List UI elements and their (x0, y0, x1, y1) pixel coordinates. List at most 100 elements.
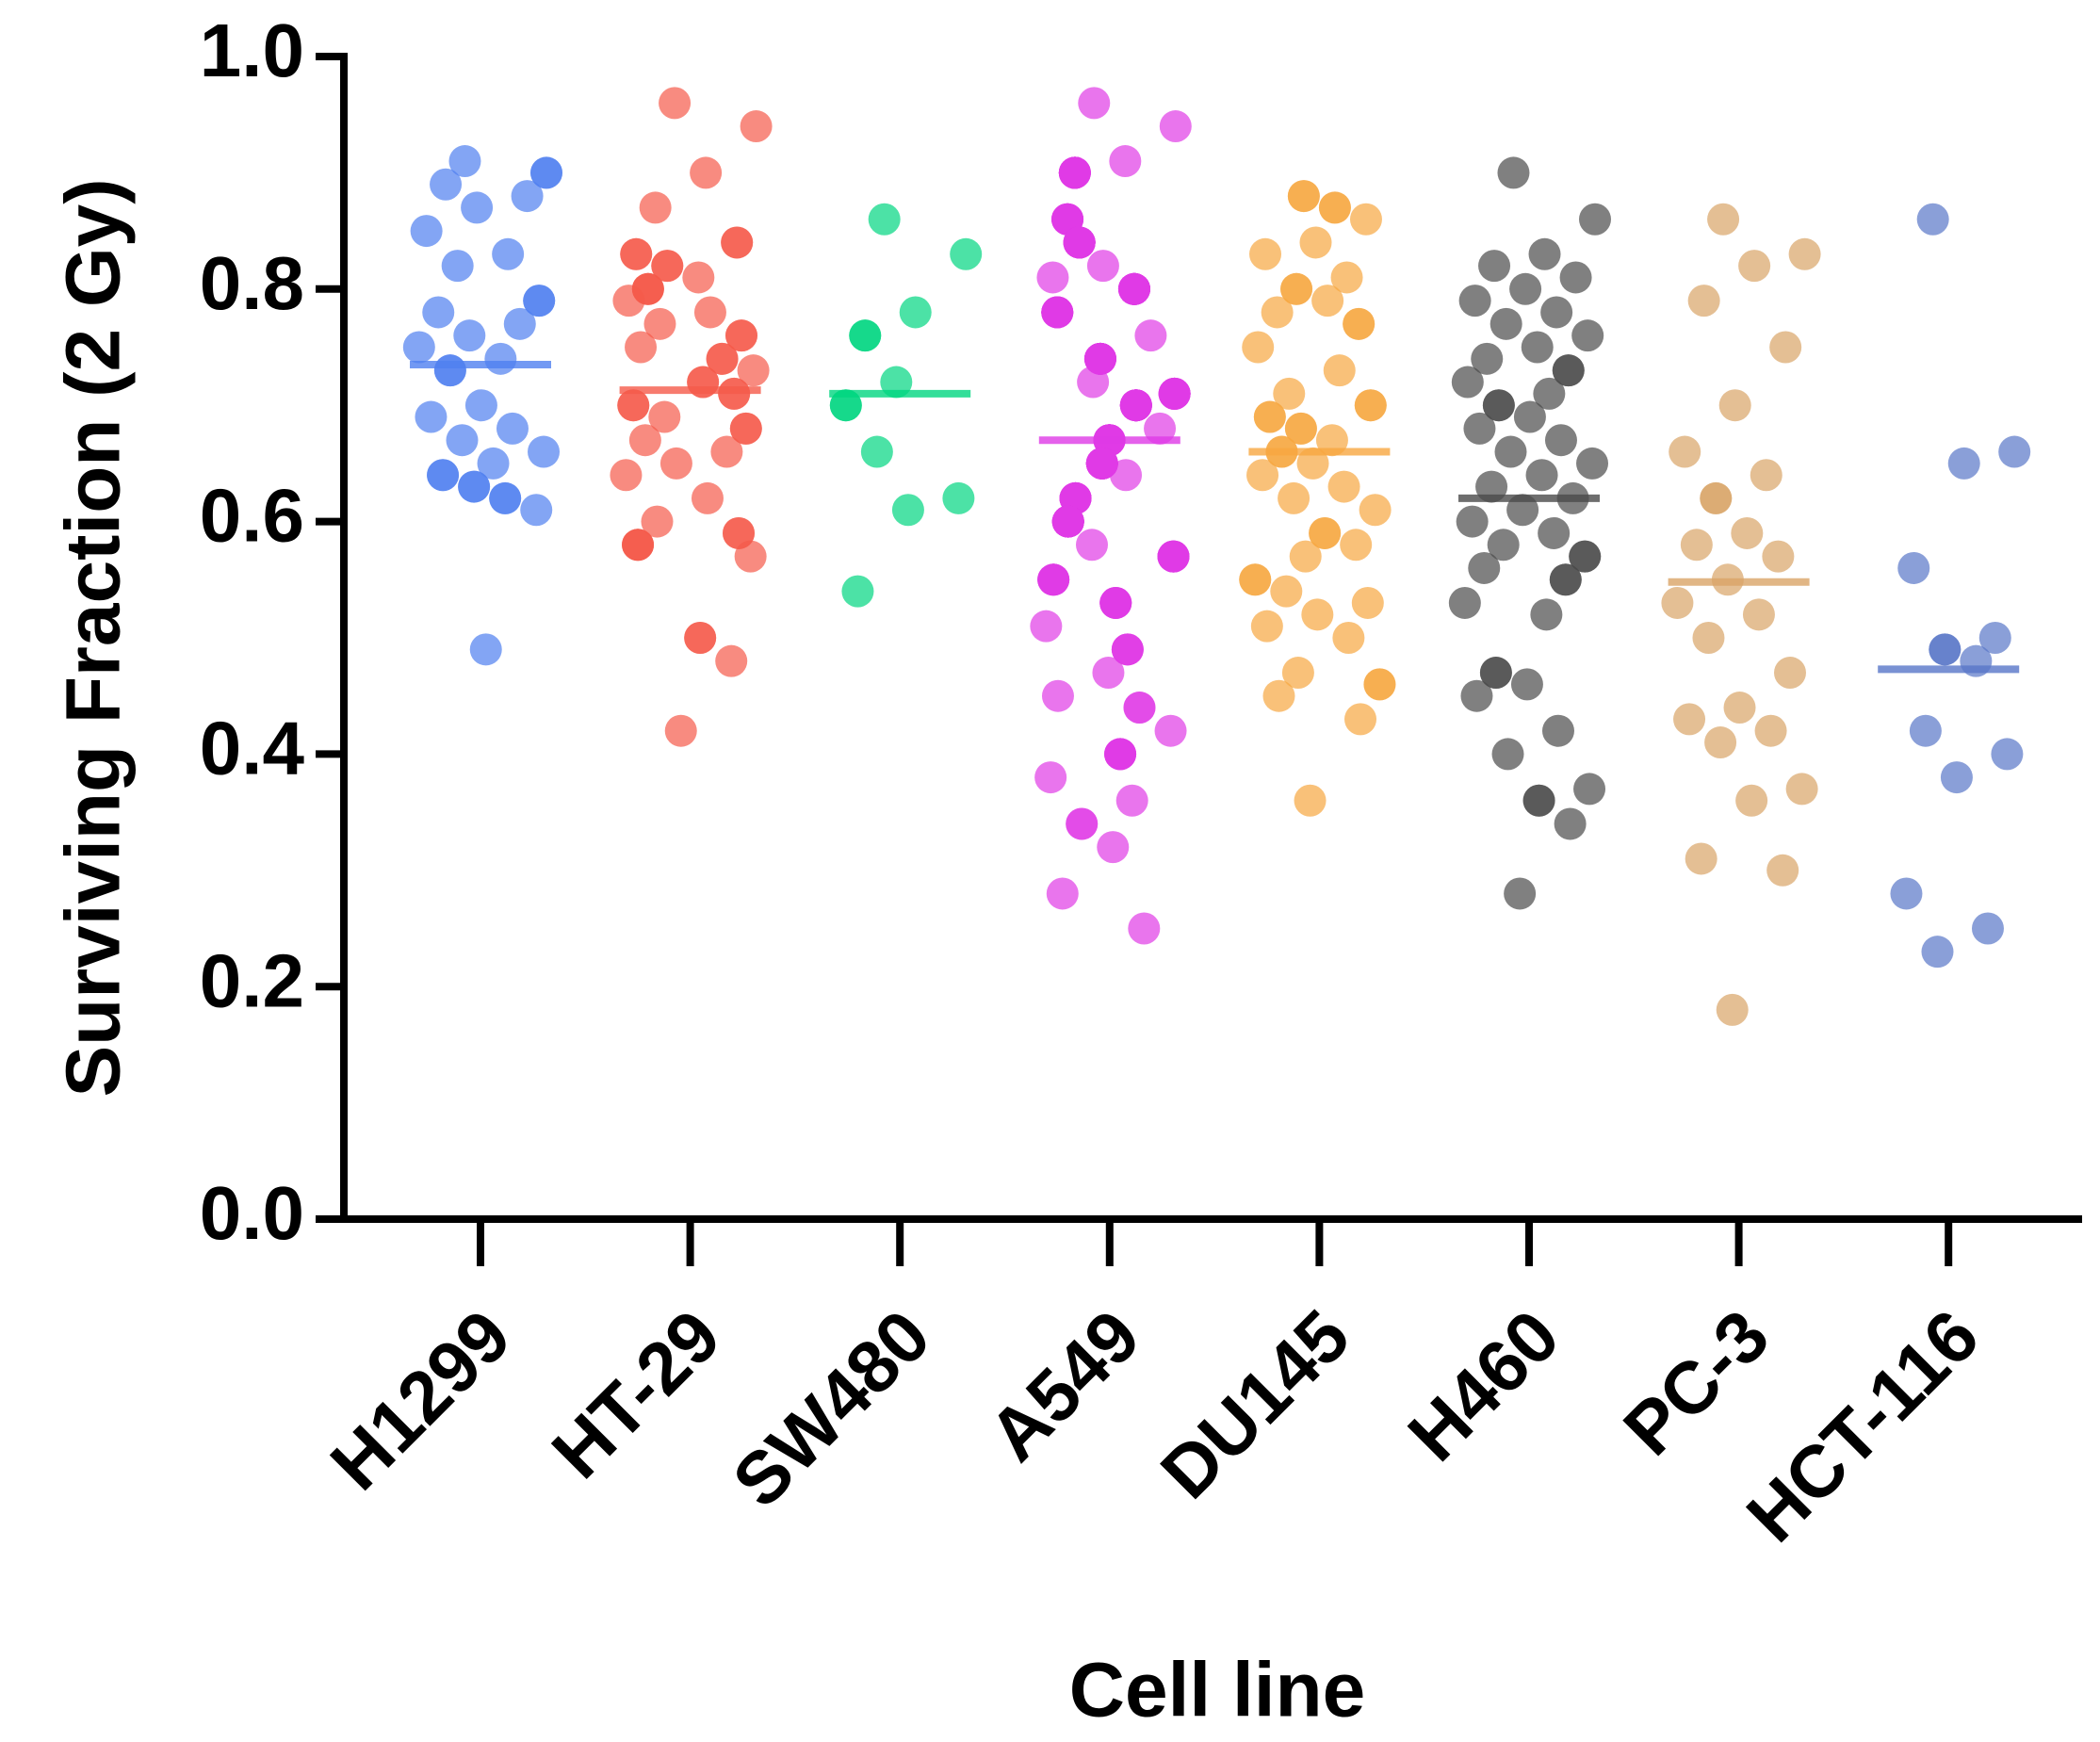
data-point (659, 87, 692, 120)
data-point (446, 424, 479, 457)
data-point (706, 342, 739, 375)
data-point (1573, 773, 1606, 806)
data-point (528, 435, 561, 468)
data-point (1097, 831, 1130, 864)
data-point (1287, 180, 1320, 213)
data-point (1046, 877, 1079, 910)
data-point (1530, 598, 1563, 631)
x-tick-label: DU145 (1145, 1294, 1365, 1514)
data-point (422, 296, 455, 329)
data-point (1559, 261, 1592, 294)
data-point (1109, 145, 1142, 178)
data-point (868, 203, 901, 236)
data-point (1273, 377, 1306, 410)
data-point (1128, 912, 1161, 945)
x-tick-label: PC-3 (1607, 1294, 1784, 1471)
data-point (620, 237, 653, 270)
data-point (1456, 505, 1489, 538)
data-point (477, 447, 510, 480)
data-point (1735, 784, 1768, 817)
data-point (430, 168, 463, 201)
data-point (1482, 389, 1515, 422)
data-point (684, 622, 717, 654)
data-point (1323, 354, 1356, 387)
data-point (1239, 563, 1272, 596)
data-point (1769, 331, 1802, 364)
data-point (1533, 377, 1566, 410)
data-point (1921, 936, 1954, 969)
data-point (1280, 272, 1313, 305)
x-tick-label: HT-29 (536, 1294, 736, 1493)
data-point (1281, 657, 1314, 690)
data-point (1525, 459, 1558, 492)
data-point (841, 575, 874, 608)
data-point (1458, 285, 1491, 317)
x-axis-title: Cell line (1069, 1648, 1365, 1734)
data-point (1916, 203, 1949, 236)
data-point (1327, 470, 1360, 503)
data-point (1576, 447, 1609, 480)
data-point (1549, 563, 1582, 596)
data-point (715, 644, 748, 677)
data-point (1669, 435, 1701, 468)
data-point (1340, 529, 1373, 562)
y-tick-label: 0.8 (200, 241, 304, 325)
data-point (1344, 703, 1377, 736)
data-point (1463, 412, 1496, 445)
data-point (1541, 714, 1574, 747)
data-point (1490, 307, 1522, 340)
data-point (530, 156, 562, 189)
data-point (1762, 540, 1795, 573)
data-point (1544, 424, 1577, 457)
data-point (484, 342, 517, 375)
data-point (1448, 586, 1481, 619)
data-point (1909, 714, 1942, 747)
data-point (461, 191, 494, 224)
data-point (1284, 412, 1317, 445)
data-point (1707, 203, 1740, 236)
data-point (453, 319, 486, 352)
data-point (1041, 296, 1074, 329)
data-point (1318, 191, 1351, 224)
data-point (942, 481, 975, 514)
data-point (1278, 481, 1310, 514)
data-point (441, 250, 474, 283)
data-point (691, 481, 724, 514)
data-point (1571, 319, 1604, 352)
data-point (1332, 622, 1365, 654)
data-point (415, 400, 448, 433)
data-point (1253, 400, 1286, 433)
data-point (1041, 679, 1074, 712)
data-point (469, 633, 502, 666)
data-point (1766, 854, 1799, 887)
data-point (740, 110, 773, 143)
data-point (1940, 761, 1973, 794)
data-point (729, 412, 762, 445)
data-point (1991, 738, 2024, 771)
data-point (1099, 586, 1132, 619)
data-point (1716, 993, 1749, 1026)
data-point (1086, 250, 1119, 283)
data-point (1262, 679, 1295, 712)
data-point (1117, 272, 1150, 305)
data-point (891, 494, 924, 527)
data-point (1723, 692, 1756, 724)
data-point (1692, 622, 1725, 654)
data-point (1030, 610, 1063, 643)
data-point (1249, 237, 1282, 270)
data-point (1731, 516, 1764, 549)
data-point (1718, 389, 1751, 422)
data-point (651, 250, 684, 283)
data-point (1510, 668, 1543, 701)
data-point (1075, 529, 1108, 562)
data-point (1134, 319, 1167, 352)
data-point (622, 529, 655, 562)
y-tick-label: 0.2 (200, 938, 304, 1022)
data-point (1078, 87, 1111, 120)
data-point (1704, 726, 1737, 759)
data-point (1680, 529, 1713, 562)
data-point (612, 285, 645, 317)
data-point (1569, 540, 1602, 573)
data-point (648, 400, 681, 433)
